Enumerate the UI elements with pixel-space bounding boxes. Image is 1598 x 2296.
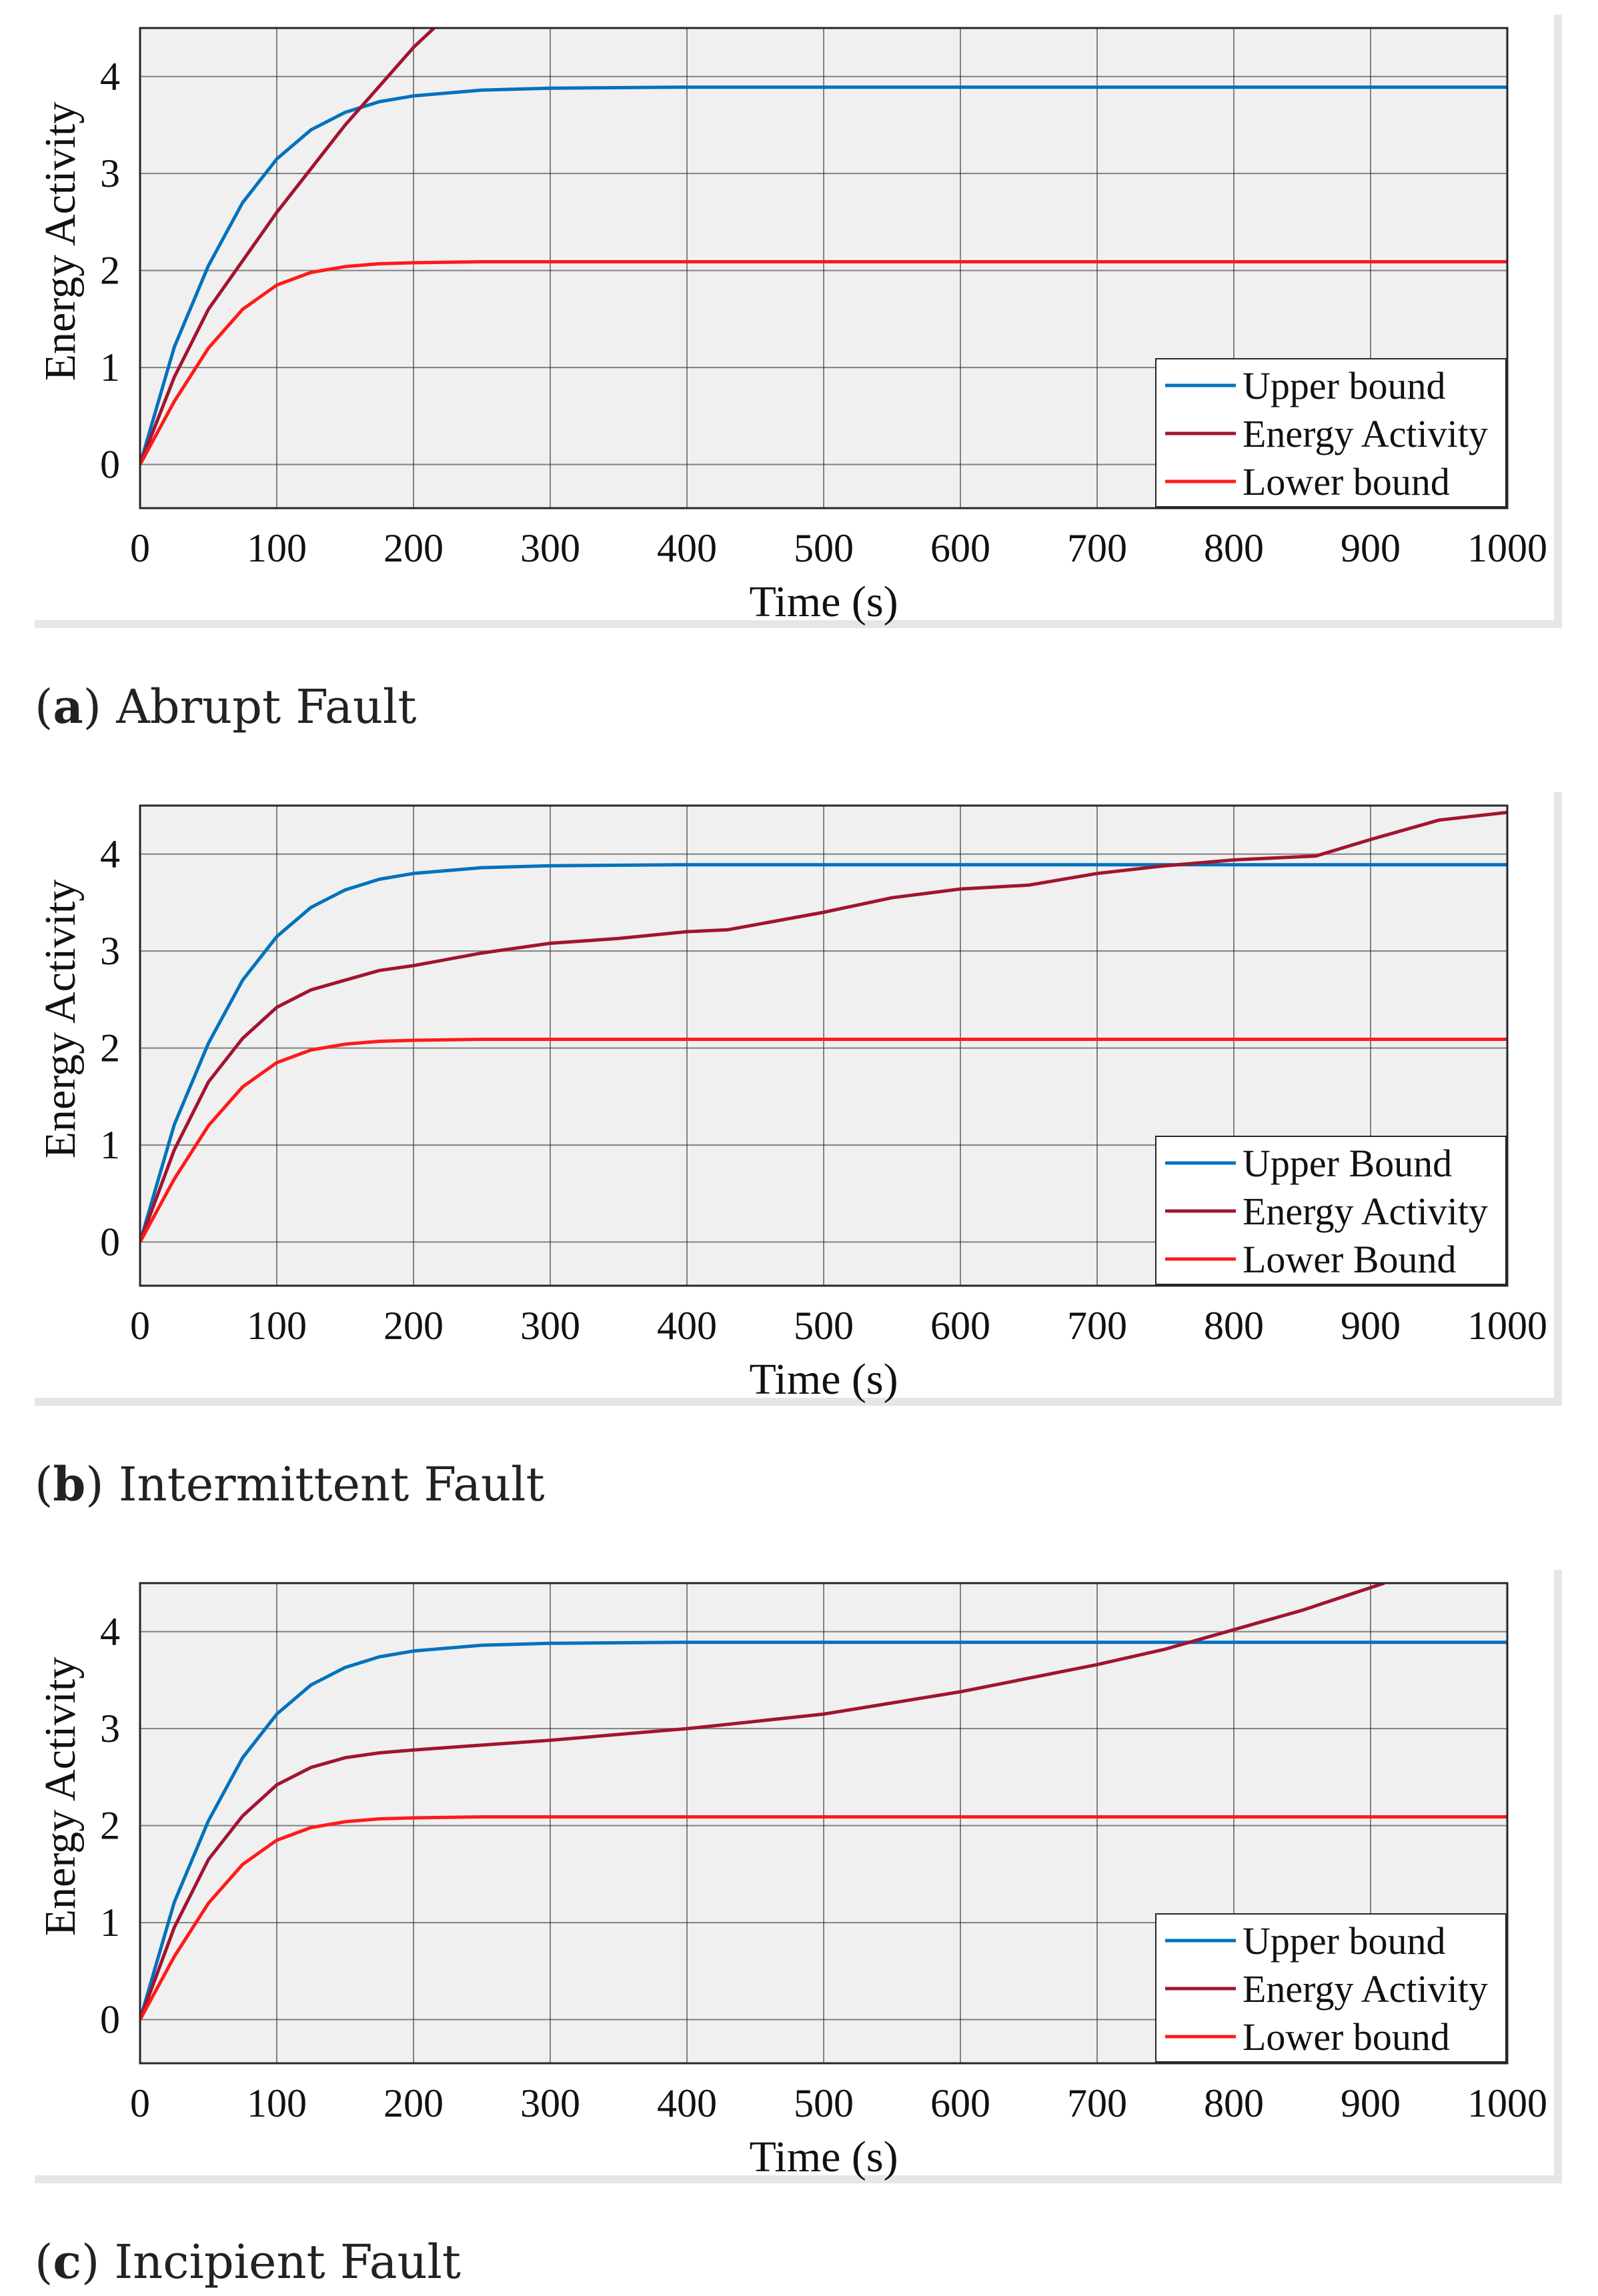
x-tick-label: 500	[794, 2081, 854, 2125]
caption-text: Incipient Fault	[114, 2235, 462, 2289]
series-line-energy-activity	[140, 1583, 1385, 2021]
series-line-lower-bound	[140, 1038, 1507, 1243]
panel-label: b	[53, 1456, 86, 1512]
series-line-energy-activity	[140, 28, 436, 465]
y-axis-label: Energy Activity	[36, 1657, 85, 1937]
x-tick-label: 200	[383, 526, 444, 570]
y-tick-label: 2	[100, 249, 120, 293]
legend-label-lower-bound: Lower bound	[1243, 2015, 1450, 2059]
x-tick-label: 900	[1341, 526, 1401, 570]
x-tick-label: 0	[130, 2081, 150, 2125]
x-axis-label: Time (s)	[749, 578, 898, 626]
legend-label-lower-bound: Lower bound	[1243, 460, 1450, 503]
y-tick-label: 1	[100, 345, 120, 389]
caption-abrupt-fault: (a) Abrupt Fault	[35, 679, 417, 734]
series-line-upper-bound	[140, 1640, 1507, 2021]
caption-text: Abrupt Fault	[116, 680, 417, 734]
x-tick-label: 300	[520, 1304, 580, 1348]
x-tick-label: 600	[930, 1304, 990, 1348]
x-tick-label: 100	[247, 526, 307, 570]
y-tick-label: 4	[100, 1610, 120, 1654]
panel-label: c	[53, 2234, 81, 2289]
x-tick-label: 400	[657, 2081, 717, 2125]
legend-label-energy-activity: Energy Activity	[1243, 1190, 1488, 1233]
y-tick-label: 3	[100, 151, 120, 195]
x-tick-label: 600	[930, 526, 990, 570]
legend-label-upper-bound: Upper bound	[1243, 1919, 1445, 1963]
panel-label: a	[53, 679, 83, 734]
x-tick-label: 0	[130, 1304, 150, 1348]
series-line-lower-bound	[140, 260, 1507, 465]
y-axis-label: Energy Activity	[36, 880, 85, 1159]
x-tick-label: 200	[383, 2081, 444, 2125]
x-tick-label: 400	[657, 526, 717, 570]
x-tick-label: 700	[1067, 1304, 1127, 1348]
x-tick-label: 100	[247, 1304, 307, 1348]
axes-box	[139, 804, 1509, 1287]
series-line-upper-bound	[140, 863, 1507, 1243]
y-tick-label: 3	[100, 1706, 120, 1751]
legend: Upper bound Energy Activity Lower bound	[1155, 358, 1507, 507]
y-axis-label: Energy Activity	[36, 102, 85, 381]
x-tick-label: 300	[520, 526, 580, 570]
series-line-upper-bound	[140, 85, 1507, 465]
x-tick-label: 100	[247, 2081, 307, 2125]
series-line-energy-activity	[140, 810, 1507, 1243]
series-line-lower-bound	[140, 1815, 1507, 2021]
y-tick-label: 0	[100, 443, 120, 487]
x-tick-label: 500	[794, 1304, 854, 1348]
x-tick-label: 1000	[1467, 1304, 1547, 1348]
y-tick-label: 2	[100, 1026, 120, 1070]
axes-box	[139, 27, 1509, 509]
chart-intermittent-fault: 0 100 200 300 400 500 600 700 800 900 1000 0 1 2 3 4 Tim…	[35, 792, 1562, 1406]
legend-label-energy-activity: Energy Activity	[1243, 1967, 1488, 2011]
x-tick-label: 800	[1204, 2081, 1264, 2125]
y-tick-label: 0	[100, 1998, 120, 2042]
y-tick-label: 3	[100, 929, 120, 973]
legend-label-upper-bound: Upper bound	[1243, 364, 1445, 407]
x-tick-label: 900	[1341, 2081, 1401, 2125]
x-tick-label: 700	[1067, 526, 1127, 570]
x-tick-label: 900	[1341, 1304, 1401, 1348]
caption-intermittent-fault: (b) Intermittent Fault	[35, 1456, 545, 1512]
x-axis-label: Time (s)	[749, 1355, 898, 1404]
x-tick-label: 1000	[1467, 2081, 1547, 2125]
y-tick-label: 0	[100, 1220, 120, 1264]
x-tick-label: 1000	[1467, 526, 1547, 570]
x-tick-label: 600	[930, 2081, 990, 2125]
legend: Upper Bound Energy Activity Lower Bound	[1155, 1136, 1507, 1285]
x-tick-label: 0	[130, 526, 150, 570]
axes-box	[139, 1582, 1509, 2065]
caption-text: Intermittent Fault	[118, 1457, 545, 1512]
legend-label-energy-activity: Energy Activity	[1243, 412, 1488, 455]
legend-label-lower-bound: Lower Bound	[1243, 1238, 1457, 1281]
x-tick-label: 700	[1067, 2081, 1127, 2125]
caption-incipient-fault: (c) Incipient Fault	[35, 2234, 462, 2289]
chart-panel-intermittent-fault: 0 100 200 300 400 500 600 700 800 900 1000 0 1 2 3 4 Tim…	[35, 792, 1562, 1406]
x-axis-label: Time (s)	[749, 2133, 898, 2181]
x-tick-label: 400	[657, 1304, 717, 1348]
chart-abrupt-fault: 0 100 200 300 400 500 600 700 800 900 1000 0 1 2 3 4 Tim…	[35, 15, 1562, 628]
x-tick-label: 200	[383, 1304, 444, 1348]
x-tick-label: 800	[1204, 1304, 1264, 1348]
legend-label-upper-bound: Upper Bound	[1243, 1142, 1452, 1185]
x-tick-label: 500	[794, 526, 854, 570]
y-tick-label: 2	[100, 1804, 120, 1848]
y-tick-label: 1	[100, 1901, 120, 1945]
x-tick-label: 300	[520, 2081, 580, 2125]
chart-incipient-fault: 0 100 200 300 400 500 600 700 800 900 1000 0 1 2 3 4 Tim…	[35, 1570, 1562, 2183]
y-tick-label: 1	[100, 1123, 120, 1167]
y-tick-label: 4	[100, 832, 120, 876]
x-tick-label: 800	[1204, 526, 1264, 570]
y-tick-label: 4	[100, 55, 120, 99]
chart-panel-incipient-fault: 0 100 200 300 400 500 600 700 800 900 1000 0 1 2 3 4 Tim…	[35, 1570, 1562, 2183]
chart-panel-abrupt-fault: 0 100 200 300 400 500 600 700 800 900 1000 0 1 2 3 4 Tim…	[35, 15, 1562, 628]
